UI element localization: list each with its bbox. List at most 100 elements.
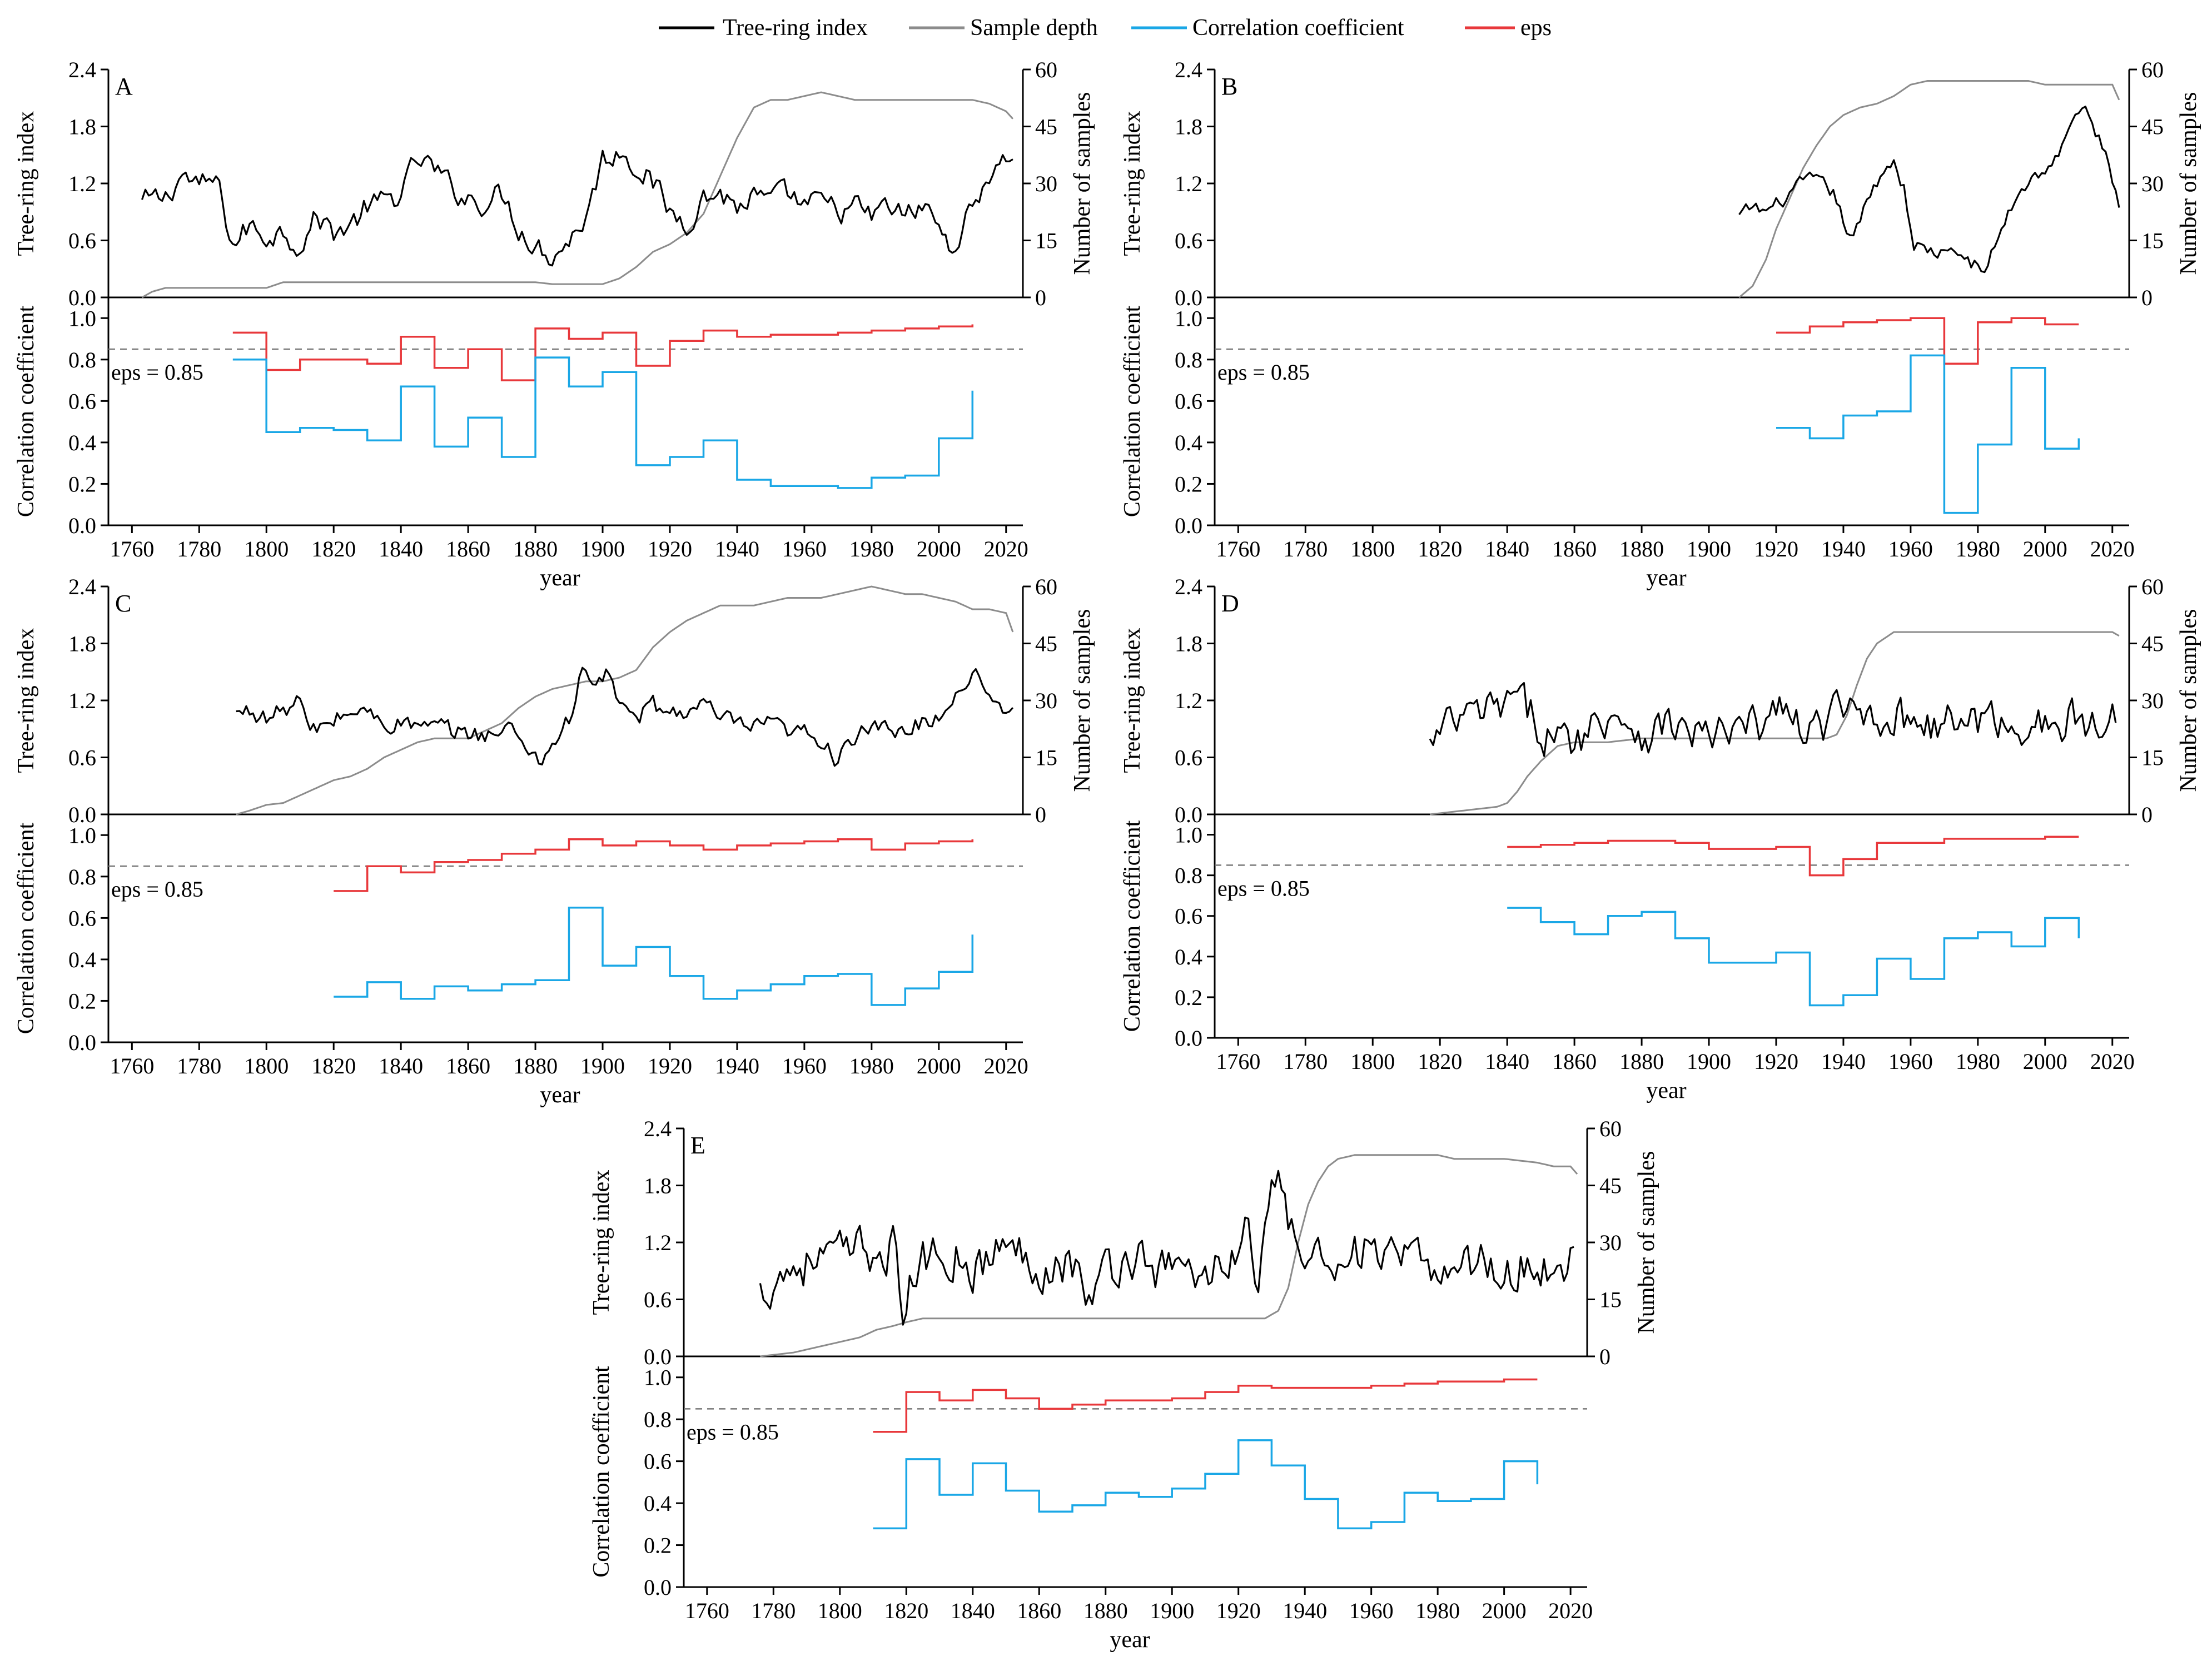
panel-label: E	[690, 1132, 705, 1159]
y2-tick-label: 0	[1035, 285, 1046, 310]
y-tick-label: 0.8	[1175, 347, 1202, 372]
x-tick-label: 2000	[1482, 1598, 1527, 1623]
y2-tick-label: 45	[2141, 631, 2164, 657]
y2-tick-label: 60	[2141, 57, 2164, 82]
x-tick-label: 1940	[1821, 1049, 1866, 1074]
y-tick-label: 0.8	[68, 347, 96, 372]
x-tick-label: 1960	[782, 536, 827, 561]
x-tick-label: 1960	[782, 1053, 827, 1078]
x-tick-label: 1920	[648, 1053, 692, 1078]
y2-axis-title: Number of samples	[2176, 609, 2201, 792]
y2-tick-label: 15	[1035, 745, 1057, 770]
x-tick-label: 2000	[2023, 1049, 2067, 1074]
x-tick-label: 2020	[2090, 536, 2135, 561]
y-tick-label: 1.0	[68, 823, 96, 848]
correlation-step-line	[232, 356, 974, 489]
eps-step-line	[232, 324, 974, 381]
y2-tick-label: 45	[1035, 631, 1057, 657]
y-tick-label: 0.8	[1175, 863, 1202, 888]
x-tick-label: 1980	[1415, 1598, 1460, 1623]
corr-axis-title: Correlation coefficient	[589, 1366, 614, 1578]
y-tick-label: 0.6	[1175, 228, 1202, 253]
y2-axis-title: Number of samples	[1634, 1151, 1659, 1334]
eps-step-line	[1507, 836, 2079, 877]
y2-tick-label: 60	[2141, 574, 2164, 599]
y2-tick-label: 15	[1035, 228, 1057, 253]
y-tick-label: 0.4	[644, 1491, 672, 1516]
y-axis-title: Tree-ring index	[13, 111, 39, 256]
sample-depth-line	[236, 585, 1014, 815]
y-axis-title: Tree-ring index	[589, 1170, 614, 1315]
y-axis-title: Tree-ring index	[1120, 111, 1145, 256]
y2-tick-label: 45	[1035, 115, 1057, 140]
panel-E: E 0.0 0.6 1.2 1.8 2.4 0 15 30 45 60 0.0 0.2 0.4 0.6 0.8…	[589, 1116, 1659, 1653]
legend-label-tree-ring-index: Tree-ring index	[723, 15, 868, 41]
y-tick-label: 0.2	[1175, 471, 1202, 496]
y2-tick-label: 0	[2141, 802, 2153, 827]
correlation-step-line	[1507, 907, 2080, 1007]
x-tick-label: 1820	[311, 536, 356, 561]
y-tick-label: 1.8	[68, 115, 96, 140]
x-tick-label: 1800	[1350, 1049, 1395, 1074]
x-tick-label: 1820	[884, 1598, 928, 1623]
corr-axis-title: Correlation coefficient	[1120, 305, 1145, 517]
y-tick-label: 0.6	[68, 745, 96, 770]
y2-axis-title: Number of samples	[1070, 92, 1095, 275]
x-axis-title: year	[540, 565, 580, 591]
y-tick-label: 2.4	[1175, 574, 1202, 599]
y-tick-label: 0.8	[68, 864, 96, 889]
y2-tick-label: 30	[2141, 171, 2164, 196]
eps-threshold-label: eps = 0.85	[111, 360, 203, 385]
x-tick-label: 1880	[1083, 1598, 1128, 1623]
sample-depth-line	[141, 91, 1014, 299]
y2-tick-label: 15	[2141, 228, 2164, 253]
x-tick-label: 1880	[513, 536, 558, 561]
panel-D: D 0.0 0.6 1.2 1.8 2.4 0 15 30 45 60 0.0 0.2 0.4 0.6 0.8…	[1120, 574, 2201, 1103]
x-tick-label: 1980	[1956, 1049, 2000, 1074]
x-axis-title: year	[1646, 1078, 1686, 1103]
x-tick-label: 1920	[1754, 1049, 1798, 1074]
y-tick-label: 1.2	[68, 688, 96, 713]
x-tick-label: 1800	[818, 1598, 862, 1623]
panel-label: D	[1221, 590, 1239, 617]
y-tick-label: 2.4	[68, 57, 96, 82]
y2-tick-label: 15	[1599, 1287, 1622, 1312]
y2-tick-label: 45	[1599, 1173, 1622, 1199]
tree-ring-index-line	[1429, 682, 2117, 757]
x-tick-label: 1900	[580, 536, 625, 561]
x-tick-label: 1980	[849, 1053, 894, 1078]
x-tick-label: 2020	[1548, 1598, 1593, 1623]
x-tick-label: 1980	[849, 536, 894, 561]
y-tick-label: 0.2	[68, 471, 96, 496]
y-tick-label: 1.0	[68, 306, 96, 331]
x-tick-label: 1780	[751, 1598, 796, 1623]
corr-axis-title: Correlation coefficient	[13, 822, 39, 1034]
x-tick-label: 1780	[1283, 536, 1328, 561]
y-tick-label: 1.2	[1175, 688, 1202, 713]
x-tick-label: 2020	[2090, 1049, 2135, 1074]
legend-label-sample-depth: Sample depth	[970, 15, 1098, 41]
x-tick-label: 1760	[1216, 1049, 1260, 1074]
panel-label: A	[115, 73, 133, 100]
tree-ring-index-line	[141, 150, 1013, 267]
x-tick-label: 2000	[2023, 536, 2067, 561]
y-tick-label: 1.2	[68, 171, 96, 196]
y-tick-label: 0.6	[68, 906, 96, 931]
x-tick-label: 1880	[1619, 536, 1664, 561]
y-axis-title: Tree-ring index	[13, 628, 39, 773]
y2-tick-label: 60	[1599, 1116, 1622, 1141]
x-tick-label: 1940	[1283, 1598, 1327, 1623]
y-tick-label: 0.0	[68, 1030, 96, 1055]
y2-tick-label: 0	[1035, 802, 1046, 827]
y-tick-label: 0.8	[644, 1407, 672, 1432]
legend: Tree-ring index Sample depth Correlation…	[659, 15, 1552, 41]
x-tick-label: 1860	[446, 1053, 490, 1078]
y-tick-label: 1.8	[68, 631, 96, 657]
x-tick-label: 1900	[1150, 1598, 1194, 1623]
panel-A: A 0.0 0.6 1.2 1.8 2.4 0 15 30 45 60 0.0 0.2 0.4 0.6 0.8…	[13, 57, 1095, 591]
legend-label-correlation-coefficient: Correlation coefficient	[1192, 15, 1404, 41]
panel-B: B 0.0 0.6 1.2 1.8 2.4 0 15 30 45 60 0.0 0.2 0.4 0.6 0.8…	[1120, 57, 2201, 591]
x-tick-label: 1780	[177, 536, 221, 561]
correlation-step-line	[1776, 354, 2080, 514]
x-tick-label: 1840	[951, 1598, 995, 1623]
